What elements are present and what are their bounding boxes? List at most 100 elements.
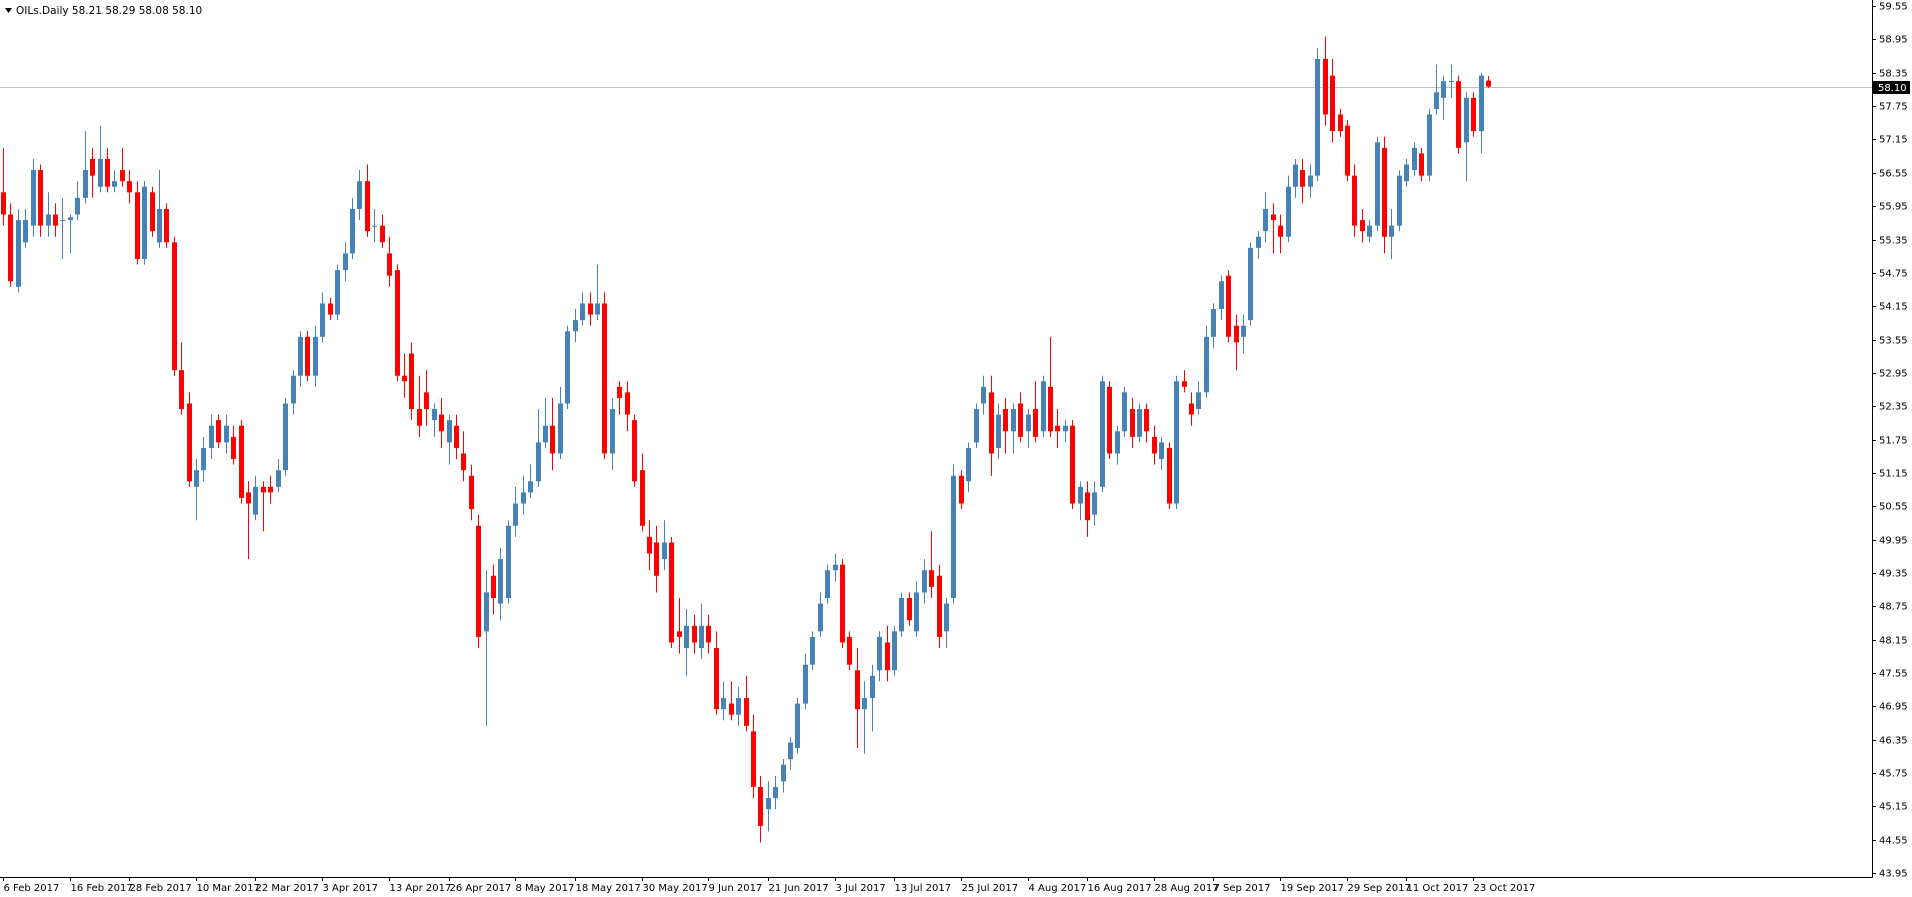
candle-body: [231, 436, 236, 460]
candle-body: [1241, 325, 1246, 337]
menu-triangle[interactable]: [5, 8, 12, 13]
candle-body: [654, 542, 659, 576]
candle-body: [840, 564, 845, 643]
candle-body: [528, 481, 533, 493]
y-tick-label: 51.15: [1879, 469, 1908, 480]
candle-body: [773, 786, 778, 799]
x-tick-label: 4 Aug 2017: [1029, 883, 1087, 894]
candle-body: [1055, 425, 1060, 432]
candle-body: [729, 703, 734, 715]
candle-body: [1144, 409, 1149, 432]
candle-body: [803, 664, 808, 704]
candle-body: [877, 636, 882, 671]
candle-body: [239, 425, 244, 498]
candle-body: [1167, 447, 1172, 504]
candle-body: [1234, 325, 1239, 343]
candle-body: [1330, 75, 1335, 132]
candle-body: [75, 197, 80, 215]
y-tick-label: 49.35: [1879, 569, 1908, 580]
candle-body: [164, 208, 169, 243]
candle-body: [484, 592, 489, 632]
candle-body: [1152, 436, 1157, 454]
candle-body: [899, 598, 904, 632]
candle-body: [981, 386, 986, 404]
candle-body: [714, 648, 719, 710]
candle-body: [513, 503, 518, 526]
candle-body: [395, 270, 400, 376]
candle-body: [1441, 81, 1446, 98]
x-tick-label: 13 Jul 2017: [895, 883, 952, 894]
candle-body: [1427, 114, 1432, 176]
candle-body: [1196, 392, 1201, 410]
candle-body: [216, 420, 221, 443]
candle-body: [261, 486, 266, 493]
candle-body: [751, 731, 756, 787]
candle-body: [224, 425, 229, 443]
candle-body: [31, 170, 36, 226]
candle-body: [595, 303, 600, 315]
candle-body: [498, 559, 503, 604]
y-tick-label: 43.95: [1879, 869, 1908, 880]
candle-body: [692, 625, 697, 643]
y-tick-label: 51.75: [1879, 436, 1908, 447]
candle-body: [439, 414, 444, 432]
y-tick-label: 57.75: [1879, 102, 1908, 113]
candle-body: [669, 542, 674, 643]
candle-body: [68, 217, 73, 221]
candle-body: [1449, 81, 1454, 83]
candle-body: [892, 631, 897, 671]
y-tick-label: 55.95: [1879, 202, 1908, 213]
candle-body: [684, 625, 689, 649]
x-tick-label: 16 Feb 2017: [71, 883, 133, 894]
candle-body: [996, 414, 1001, 448]
candle-body: [112, 181, 117, 187]
candle-body: [1159, 442, 1164, 460]
x-tick-label: 3 Apr 2017: [323, 883, 378, 894]
candle-body: [862, 698, 867, 710]
candle-body: [187, 403, 192, 482]
candle-body: [989, 392, 994, 454]
candle-body: [1211, 309, 1216, 337]
candle-body: [1352, 175, 1357, 226]
x-tick-label: 18 May 2017: [576, 883, 641, 894]
candle-body: [201, 447, 206, 471]
candle-body: [120, 170, 125, 182]
y-tick-label: 58.35: [1879, 69, 1908, 80]
candle-body: [172, 242, 177, 371]
candle-body: [105, 158, 110, 187]
candle-body: [847, 636, 852, 665]
candle-body: [1256, 236, 1261, 248]
candle-body: [350, 208, 355, 254]
candle-body: [766, 798, 771, 810]
candle-body: [788, 742, 793, 760]
y-tick-label: 54.75: [1879, 269, 1908, 280]
candle-body: [632, 420, 637, 482]
y-tick-label: 45.15: [1879, 802, 1908, 813]
candle-body: [320, 303, 325, 337]
y-tick-label: 50.55: [1879, 502, 1908, 513]
y-tick-label: 53.55: [1879, 336, 1908, 347]
candle-body: [647, 536, 652, 554]
last-price-label: 58.10: [1878, 83, 1907, 94]
candle-body: [380, 225, 385, 243]
candle-body: [795, 703, 800, 749]
y-tick-label: 46.35: [1879, 736, 1908, 747]
x-tick-label: 26 Apr 2017: [450, 883, 512, 894]
candle-body: [135, 192, 140, 259]
candle-body: [8, 214, 13, 282]
candle-body: [291, 375, 296, 404]
y-tick-label: 47.55: [1879, 669, 1908, 680]
candle-body: [1107, 386, 1112, 454]
candle-body: [432, 409, 437, 421]
candle-body: [328, 303, 333, 315]
candle-body: [276, 470, 281, 487]
candle-body: [1308, 175, 1313, 187]
candle-body: [721, 698, 726, 710]
candle-body: [625, 392, 630, 415]
candle-body: [1219, 281, 1224, 310]
candle-body: [1226, 275, 1231, 337]
candle-body: [1085, 492, 1090, 521]
candle-body: [1456, 81, 1461, 148]
candle-body: [706, 625, 711, 643]
